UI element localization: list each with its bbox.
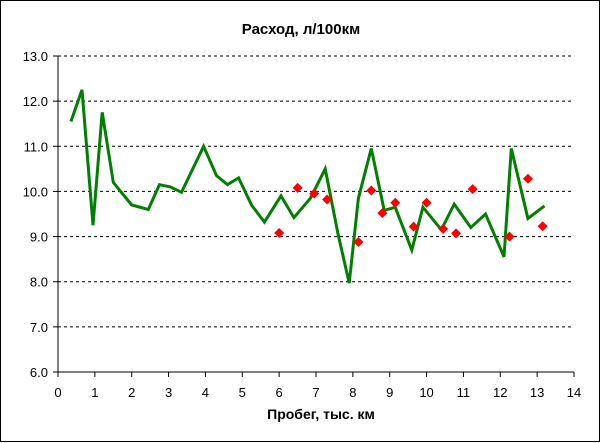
y-tick-label: 13.0	[23, 49, 48, 64]
x-tick-label: 3	[165, 385, 172, 400]
y-tick-label: 6.0	[30, 365, 48, 380]
x-tick-label: 4	[202, 385, 209, 400]
x-tick-label: 0	[54, 385, 61, 400]
diamond-marker	[451, 228, 461, 238]
x-tick-label: 2	[128, 385, 135, 400]
diamond-marker	[390, 198, 400, 208]
x-tick-label: 11	[457, 385, 471, 400]
diamond-marker	[468, 184, 478, 194]
x-tick-label: 9	[386, 385, 393, 400]
diamond-marker	[538, 221, 548, 231]
x-tick-label: 12	[493, 385, 507, 400]
x-tick-label: 14	[567, 385, 581, 400]
y-tick-label: 7.0	[30, 320, 48, 335]
x-tick-label: 7	[312, 385, 319, 400]
chart-title: Расход, л/100км	[242, 21, 360, 38]
diamond-marker	[438, 224, 448, 234]
y-tick-label: 10.0	[23, 184, 48, 199]
x-tick-label: 6	[276, 385, 283, 400]
y-tick-label: 12.0	[23, 94, 48, 109]
x-tick-label: 10	[419, 385, 433, 400]
x-tick-label: 1	[91, 385, 98, 400]
x-tick-label: 8	[349, 385, 356, 400]
y-tick-label: 8.0	[30, 275, 48, 290]
diamond-marker	[523, 174, 533, 184]
y-tick-label: 9.0	[30, 230, 48, 245]
y-tick-labels: 6.0 7.0 8.0 9.0 10.0 11.0 12.0 13.0	[23, 49, 48, 380]
x-tick-label: 13	[530, 385, 544, 400]
x-axis-title: Пробег, тыс. км	[267, 406, 375, 422]
axes	[53, 56, 574, 377]
y-tick-label: 11.0	[24, 139, 48, 154]
diamond-marker	[366, 186, 376, 196]
x-tick-label: 5	[239, 385, 246, 400]
